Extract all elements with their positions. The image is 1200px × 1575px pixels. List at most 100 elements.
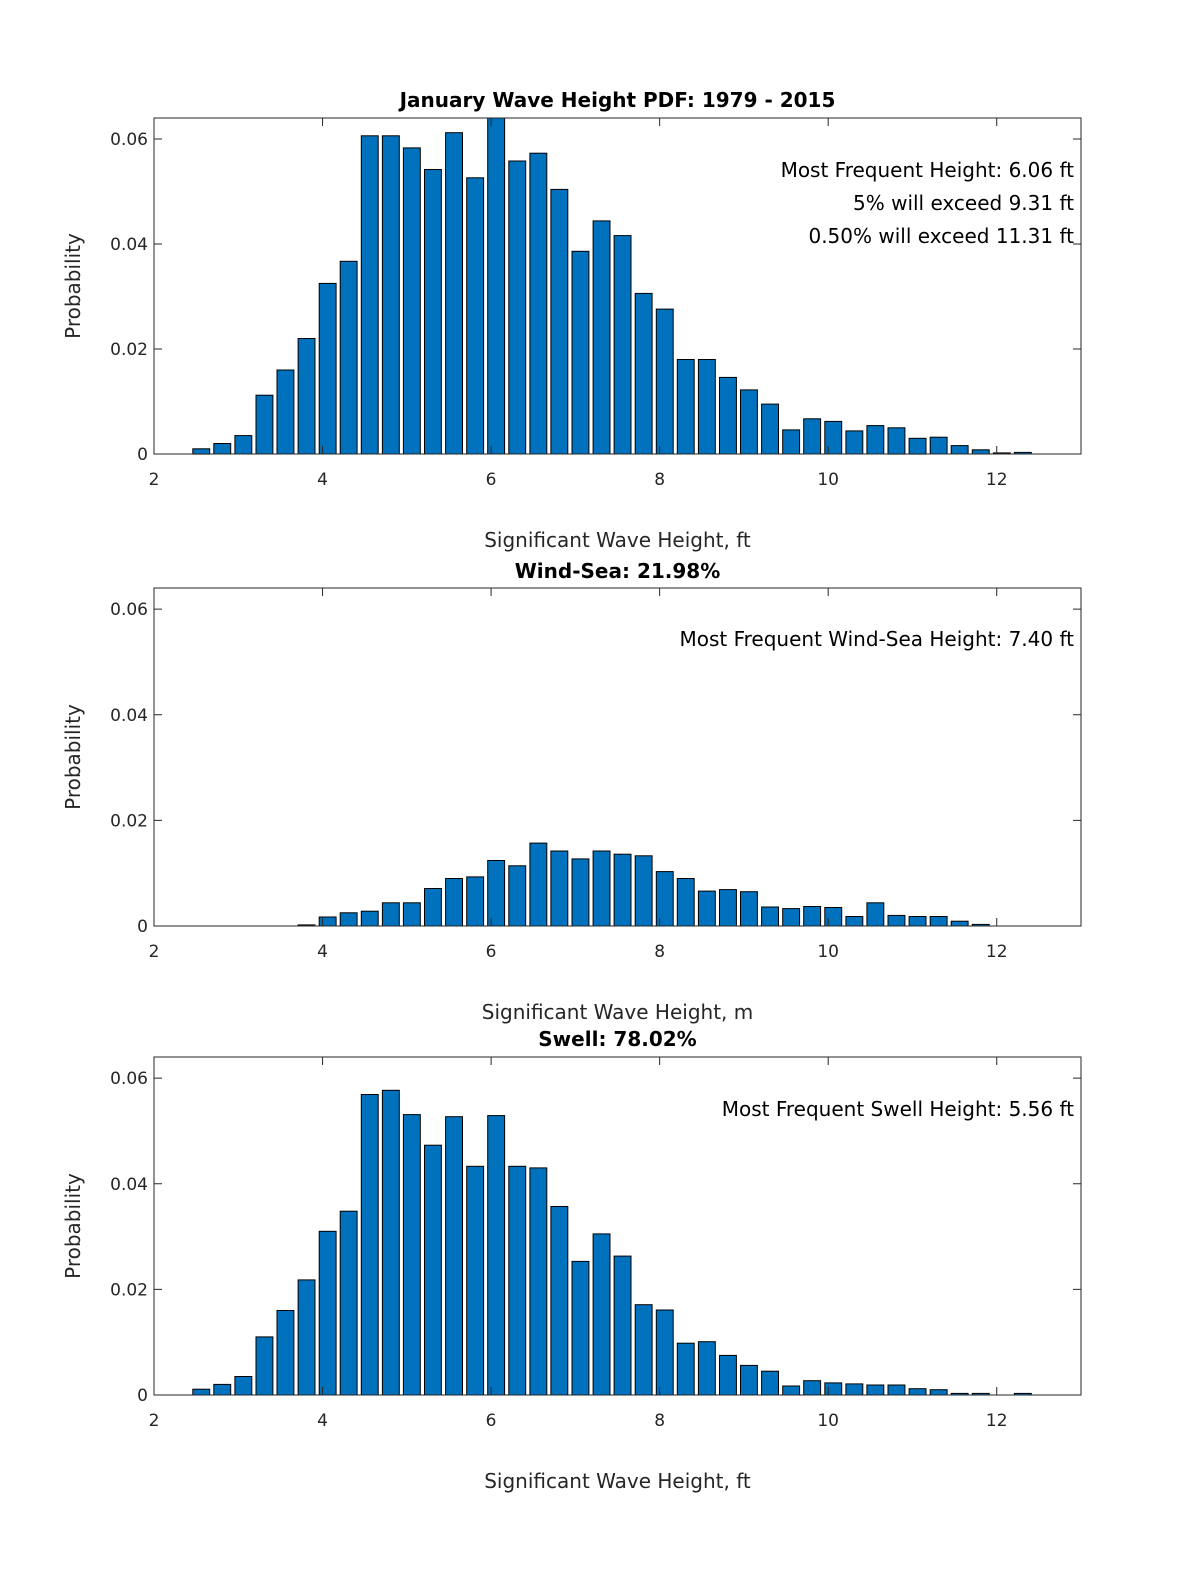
bar — [845, 1383, 864, 1396]
bar — [845, 916, 864, 927]
bar — [824, 1382, 843, 1396]
bar — [571, 250, 590, 455]
y-tick-label: 0.04 — [110, 1175, 148, 1195]
bar — [466, 876, 485, 927]
bar — [782, 429, 801, 455]
bar — [929, 916, 948, 927]
y-tick-label: 0 — [137, 445, 148, 465]
bar — [719, 376, 737, 455]
bar — [697, 890, 716, 927]
bar — [360, 135, 379, 455]
bar — [761, 1370, 779, 1396]
bar — [508, 865, 527, 927]
x-tick-label: 10 — [817, 470, 839, 490]
bar — [360, 1094, 379, 1396]
bar — [466, 177, 485, 455]
bar — [803, 906, 822, 927]
bar — [297, 338, 316, 455]
x-axis-label: Significant Wave Height, ft — [484, 528, 751, 552]
bar — [381, 135, 400, 455]
x-tick-label: 8 — [654, 942, 665, 962]
bar — [697, 1341, 716, 1396]
bar — [908, 1388, 927, 1396]
bar — [824, 907, 843, 927]
bar — [592, 1233, 611, 1396]
bar — [887, 427, 906, 455]
chart-title: Swell: 78.02% — [538, 1027, 696, 1051]
x-tick-label: 12 — [986, 942, 1008, 962]
y-tick-label: 0.06 — [110, 130, 148, 150]
bar — [529, 842, 548, 927]
y-tick-label: 0.02 — [110, 1280, 148, 1300]
bar — [866, 902, 885, 927]
bar — [971, 449, 990, 455]
bar — [571, 1260, 590, 1396]
bar — [782, 908, 801, 927]
bar — [929, 436, 948, 455]
bar — [297, 1279, 316, 1396]
x-tick-label: 8 — [654, 470, 665, 490]
bar — [508, 160, 527, 455]
bar — [676, 878, 695, 927]
x-tick-label: 2 — [149, 470, 160, 490]
bar — [487, 1115, 506, 1396]
bar — [550, 850, 569, 927]
bar — [192, 1388, 211, 1396]
y-tick-label: 0.04 — [110, 706, 148, 726]
bar — [908, 916, 927, 927]
x-tick-label: 4 — [317, 942, 328, 962]
annotation: Most Frequent Height: 6.06 ft — [781, 158, 1075, 182]
y-tick-label: 0 — [137, 917, 148, 937]
y-tick-label: 0.06 — [110, 600, 148, 620]
bar — [634, 1304, 653, 1396]
bar — [508, 1165, 527, 1396]
bar — [276, 1310, 295, 1396]
bar — [845, 430, 864, 455]
bar — [424, 169, 442, 455]
bar — [655, 1309, 674, 1396]
bar — [634, 855, 653, 927]
bar — [676, 359, 695, 455]
bar — [719, 1354, 737, 1396]
bar — [592, 850, 611, 927]
bar — [613, 235, 632, 455]
x-tick-label: 10 — [817, 942, 839, 962]
bar — [255, 1336, 274, 1396]
bar — [339, 1210, 358, 1396]
bar — [887, 1384, 906, 1396]
bar — [697, 359, 716, 455]
x-axis-label: Significant Wave Height, ft — [484, 1469, 751, 1493]
bar — [529, 152, 548, 455]
bar — [676, 1342, 695, 1396]
bar — [402, 147, 421, 455]
bar — [192, 448, 211, 455]
axes-box — [153, 587, 1082, 927]
bar — [213, 1383, 232, 1396]
bar — [487, 117, 506, 455]
x-tick-label: 6 — [486, 1411, 497, 1431]
bar — [655, 308, 674, 455]
x-tick-label: 2 — [149, 942, 160, 962]
bar — [445, 132, 464, 455]
bar — [487, 860, 506, 927]
bar — [424, 1144, 442, 1396]
bar — [339, 260, 358, 455]
bar — [803, 418, 822, 455]
annotation: Most Frequent Swell Height: 5.56 ft — [722, 1097, 1074, 1121]
x-axis-label: Significant Wave Height, m — [482, 1000, 753, 1024]
x-tick-label: 10 — [817, 1411, 839, 1431]
bar — [466, 1165, 485, 1396]
bar — [402, 902, 421, 927]
bar — [360, 910, 379, 927]
y-axis-label: Probability — [61, 1173, 85, 1279]
bar — [402, 1114, 421, 1396]
axes-box — [153, 1056, 1082, 1396]
bar — [255, 394, 274, 455]
bar — [318, 1230, 337, 1396]
bar — [234, 435, 253, 455]
y-axis-label: Probability — [61, 233, 85, 339]
annotation: Most Frequent Wind-Sea Height: 7.40 ft — [679, 627, 1074, 651]
x-tick-label: 6 — [486, 470, 497, 490]
bar — [613, 853, 632, 927]
x-tick-label: 12 — [986, 1411, 1008, 1431]
